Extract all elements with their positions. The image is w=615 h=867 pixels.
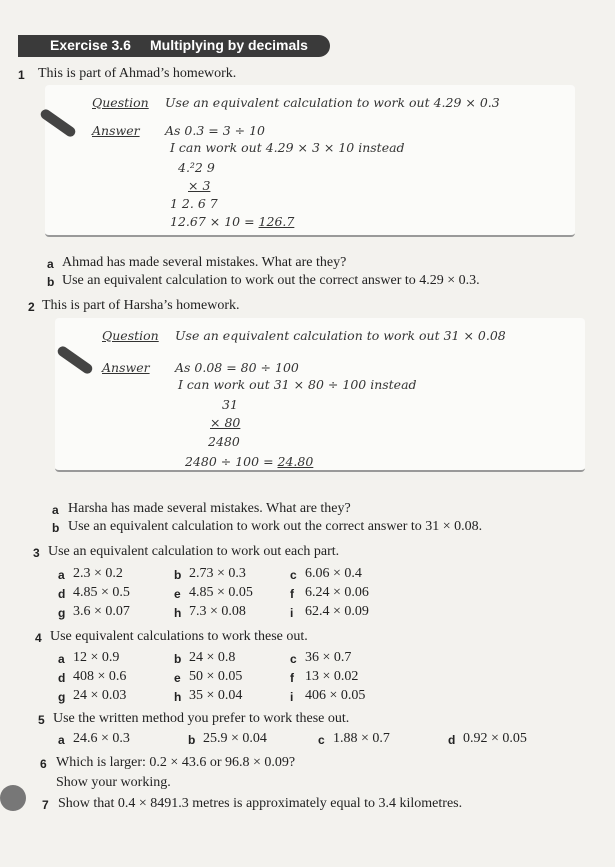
item-expr: 62.4 × 0.09 (305, 604, 369, 619)
item-expr: 12 × 0.9 (73, 650, 120, 665)
item-label: b (188, 733, 196, 747)
q-number: 3 (33, 546, 40, 560)
item-expr: 6.24 × 0.06 (305, 585, 369, 600)
item-expr: 35 × 0.04 (189, 688, 243, 703)
exercise-label: Exercise 3.6 (50, 37, 131, 53)
item-label: f (290, 587, 294, 601)
hw-result: 24.80 (277, 454, 314, 469)
item-label: i (290, 690, 294, 704)
item-label: g (58, 690, 66, 704)
homework-box (55, 318, 585, 472)
homework-box (45, 85, 575, 237)
hw-text: 2480 ÷ 100 = (185, 454, 278, 469)
hw-line: I can work out 4.29 × 3 × 10 instead (170, 140, 405, 155)
hw-text: 12.67 × 10 = (170, 214, 259, 229)
q-number: 1 (18, 68, 25, 82)
item-expr: 2.3 × 0.2 (73, 566, 123, 581)
q-number: 7 (42, 798, 49, 812)
q-text: This is part of Ahmad’s homework. (38, 66, 237, 81)
q-text: Use equivalent calculations to work thes… (50, 629, 308, 644)
item-label: h (174, 690, 182, 704)
item-label: g (58, 606, 66, 620)
part-text: Harsha has made several mistakes. What a… (68, 501, 351, 516)
item-expr: 24 × 0.03 (73, 688, 127, 703)
item-label: c (290, 568, 297, 582)
part-label: b (52, 521, 60, 535)
item-label: a (58, 568, 65, 582)
hw-line: 2480 (208, 434, 240, 449)
part-text: Use an equivalent calculation to work ou… (68, 519, 483, 534)
item-expr: 25.9 × 0.04 (203, 731, 267, 746)
hw-line: 31 (222, 397, 238, 412)
q-text: Use the written method you prefer to wor… (53, 711, 350, 726)
hw-line: × 80 (210, 415, 241, 430)
item-expr: 3.6 × 0.07 (73, 604, 130, 619)
item-label: d (58, 587, 66, 601)
item-expr: 4.85 × 0.5 (73, 585, 130, 600)
item-label: h (174, 606, 182, 620)
item-expr: 13 × 0.02 (305, 669, 359, 684)
part-label: b (47, 275, 55, 289)
q-text: This is part of Harsha’s homework. (42, 298, 240, 313)
q-number: 5 (38, 713, 45, 727)
item-label: i (290, 606, 294, 620)
item-label: d (58, 671, 66, 685)
item-label: a (58, 733, 65, 747)
hw-line: 4.²2 9 (178, 160, 215, 175)
hw-line: × 3 (188, 178, 211, 193)
q-number: 2 (28, 300, 35, 314)
item-label: c (290, 652, 297, 666)
challenge-icon (0, 785, 26, 811)
hw-label: Question (92, 95, 149, 110)
hw-line: 2480 ÷ 100 = 24.80 (185, 454, 313, 469)
item-label: b (174, 652, 182, 666)
hw-line: As 0.08 = 80 ÷ 100 (175, 360, 299, 375)
q-text: Which is larger: 0.2 × 43.6 or 96.8 × 0.… (56, 755, 296, 770)
q-text: Show that 0.4 × 8491.3 metres is approxi… (58, 796, 463, 811)
item-expr: 406 × 0.05 (305, 688, 366, 703)
q-number: 6 (40, 757, 47, 771)
item-expr: 0.92 × 0.05 (463, 731, 527, 746)
hw-line: I can work out 31 × 80 ÷ 100 instead (178, 377, 417, 392)
hw-label: Answer (92, 123, 140, 138)
item-label: d (448, 733, 456, 747)
item-label: c (318, 733, 325, 747)
part-text: Ahmad has made several mistakes. What ar… (62, 255, 347, 270)
exercise-title: Multiplying by decimals (150, 37, 308, 53)
item-label: e (174, 671, 181, 685)
item-label: e (174, 587, 181, 601)
item-expr: 50 × 0.05 (189, 669, 243, 684)
hw-question: Use an equivalent calculation to work ou… (175, 328, 506, 343)
part-label: a (47, 257, 54, 271)
hw-result: 126.7 (258, 214, 295, 229)
hw-label: Question (102, 328, 159, 343)
q-number: 4 (35, 631, 42, 645)
item-expr: 408 × 0.6 (73, 669, 127, 684)
hw-question: Use an equivalent calculation to work ou… (165, 95, 500, 110)
q-text: Show your working. (56, 775, 171, 790)
q-text: Use an equivalent calculation to work ou… (48, 544, 340, 559)
item-expr: 6.06 × 0.4 (305, 566, 362, 581)
hw-line: 1 2. 6 7 (170, 196, 218, 211)
hw-line: As 0.3 = 3 ÷ 10 (165, 123, 265, 138)
item-expr: 4.85 × 0.05 (189, 585, 253, 600)
hw-line: 12.67 × 10 = 126.7 (170, 214, 294, 229)
part-text: Use an equivalent calculation to work ou… (62, 273, 480, 288)
item-label: b (174, 568, 182, 582)
item-expr: 2.73 × 0.3 (189, 566, 246, 581)
item-label: a (58, 652, 65, 666)
part-label: a (52, 503, 59, 517)
item-expr: 36 × 0.7 (305, 650, 352, 665)
item-expr: 24.6 × 0.3 (73, 731, 130, 746)
hw-label: Answer (102, 360, 150, 375)
item-expr: 7.3 × 0.08 (189, 604, 246, 619)
header-banner (18, 35, 330, 57)
item-expr: 24 × 0.8 (189, 650, 236, 665)
item-expr: 1.88 × 0.7 (333, 731, 390, 746)
item-label: f (290, 671, 294, 685)
